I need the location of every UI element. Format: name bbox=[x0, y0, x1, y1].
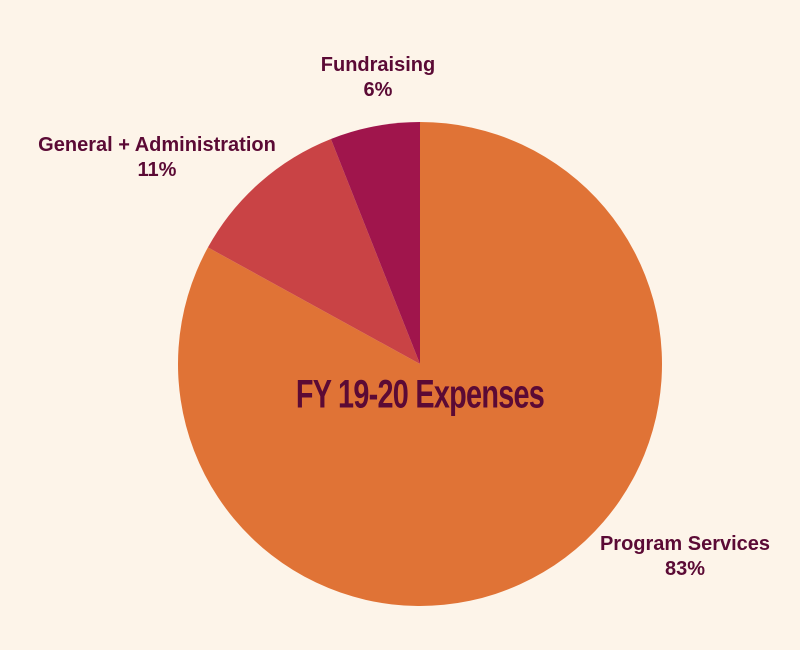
slice-name-fundraising: Fundraising bbox=[320, 54, 436, 76]
slice-value-fundraising: 6% bbox=[363, 79, 393, 101]
slice-general-administration bbox=[207, 138, 420, 364]
slice-name-program-services: Program Services bbox=[599, 533, 771, 555]
label-fundraising: Fundraising 6% bbox=[321, 53, 435, 103]
slice-value-general-administration: 11% bbox=[137, 159, 177, 181]
slice-value-program-services: 83% bbox=[664, 558, 706, 580]
label-general-administration: General + Administration 11% bbox=[38, 133, 276, 183]
label-program-services: Program Services 83% bbox=[600, 532, 770, 582]
slice-name-general-administration: General + Administration bbox=[38, 134, 276, 156]
chart-title: FY 19-20 Expenses bbox=[295, 372, 545, 417]
slice-fundraising bbox=[330, 122, 420, 364]
